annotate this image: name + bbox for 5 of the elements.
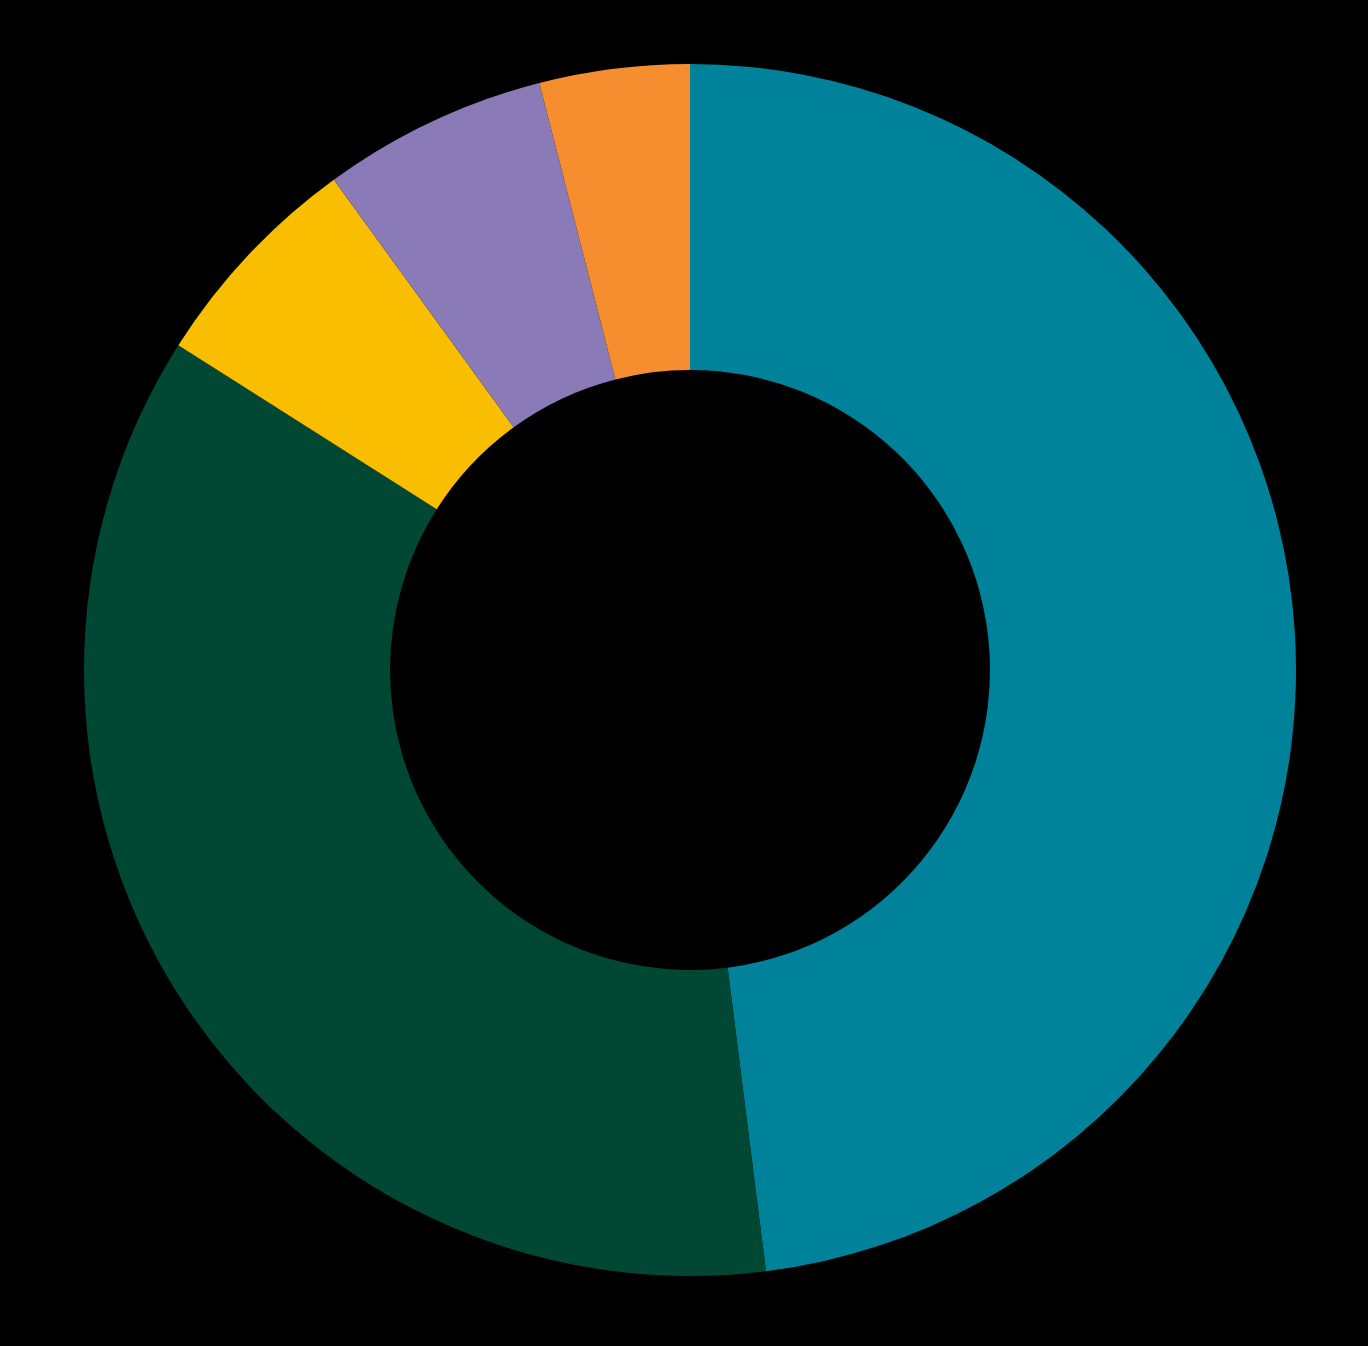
- donut-slice: [690, 64, 1295, 1272]
- donut-slice: [539, 64, 690, 380]
- donut-slice: [85, 345, 766, 1276]
- donut-slice: [178, 179, 514, 510]
- donut-slice: [333, 83, 616, 428]
